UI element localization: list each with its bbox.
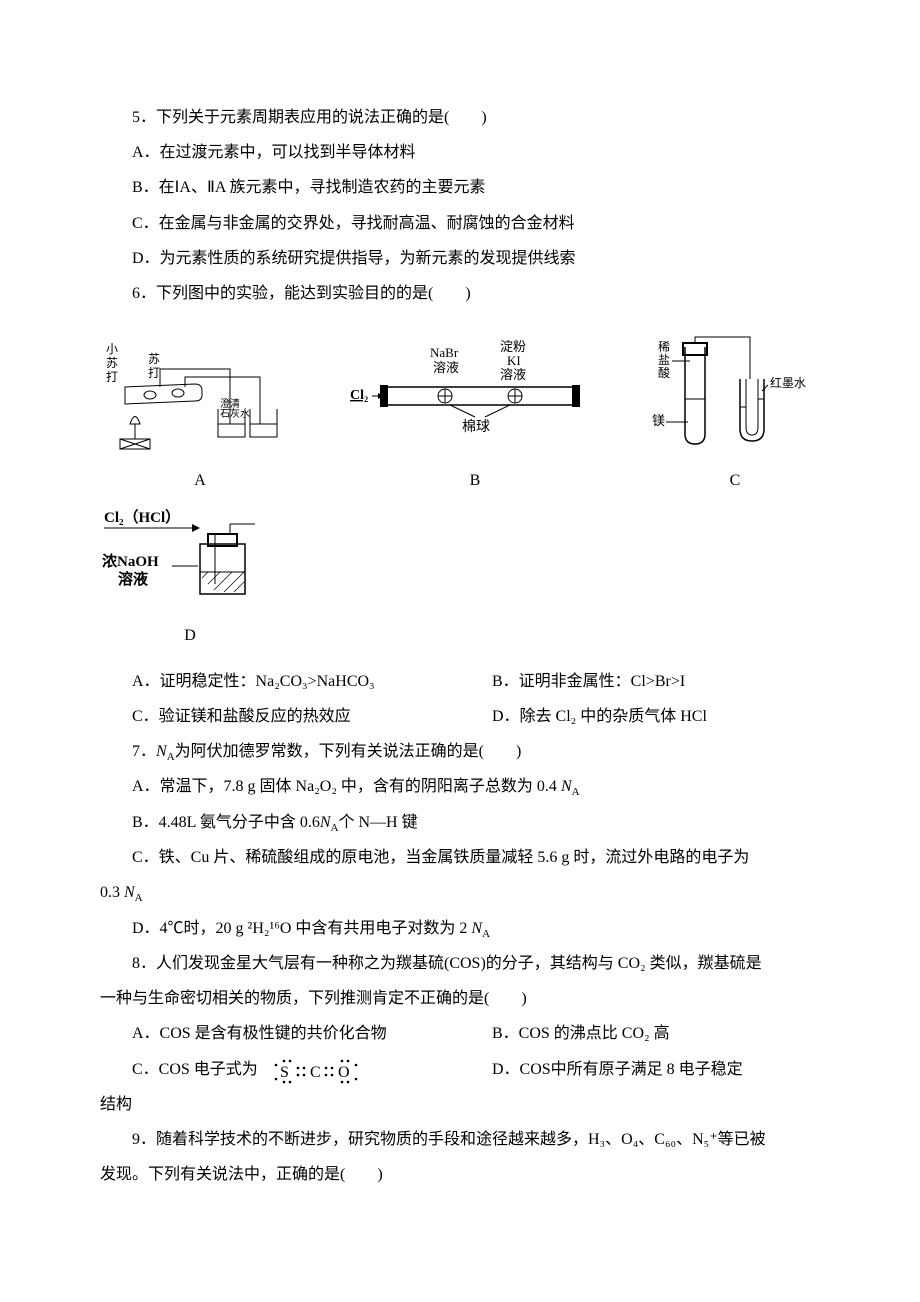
q5-opt-b: B．在ⅠA、ⅡA 族元素中，寻找制造农药的主要元素: [100, 170, 820, 205]
q6-opt-d: D．除去 Cl₂ 中的杂质气体 HCl: [492, 699, 820, 734]
q6-figures-row1: 小 苏 打 苏 打 澄清 石灰水 A: [100, 329, 820, 498]
q6-opt-a: A．证明稳定性：Na₂CO₃>NaHCO₃: [132, 664, 460, 699]
svg-text:镁: 镁: [652, 413, 665, 428]
svg-text:S: S: [280, 1064, 289, 1081]
q7-opt-d: D．4℃时，20 g ²H₂¹⁶O 中含有共用电子对数为 2 NA: [100, 911, 820, 946]
svg-text:苏: 苏: [148, 352, 160, 366]
q6-opts-ab: A．证明稳定性：Na₂CO₃>NaHCO₃ B．证明非金属性：Cl>Br>I: [100, 664, 820, 699]
q6-figures-row2: Cl₂（HCl） 浓NaOH 溶液 D: [100, 504, 820, 653]
svg-text:KI: KI: [507, 353, 521, 368]
lewis-structure-icon: S C O: [262, 1055, 372, 1085]
figB-label: B: [470, 463, 481, 498]
q8-opt-b: B．COS 的沸点比 CO₂ 高: [492, 1016, 820, 1051]
svg-text:石灰水: 石灰水: [220, 407, 250, 420]
svg-text:棉球: 棉球: [462, 418, 490, 435]
q8-stem-l1: 8．人们发现金星大气层有一种称之为羰基硫(COS)的分子，其结构与 CO₂ 类似…: [100, 946, 820, 981]
q6-fig-a: 小 苏 打 苏 打 澄清 石灰水 A: [100, 329, 300, 498]
q6-stem: 6．下列图中的实验，能达到实验目的的是( ): [100, 276, 820, 311]
q9-stem-l1: 9．随着科学技术的不断进步，研究物质的手段和途径越来越多，H₃、O₄、C₆₀、N…: [100, 1122, 820, 1157]
q5-opt-a: A．在过渡元素中，可以找到半导体材料: [100, 135, 820, 170]
q5-opt-d: D．为元素性质的系统研究提供指导，为新元素的发现提供线索: [100, 241, 820, 276]
figA-left-label1: 小: [106, 342, 118, 356]
svg-text:红墨水: 红墨水: [770, 375, 806, 390]
q9-stem-l2: 发现。下列有关说法中，正确的是( ): [100, 1157, 820, 1192]
q8-opt-d: D．COS中所有原子满足 8 电子稳定: [492, 1052, 820, 1087]
svg-text:苏: 苏: [106, 356, 118, 370]
q7-stem: 7．NA为阿伏加德罗常数，下列有关说法正确的是( ): [100, 734, 820, 769]
svg-text:打: 打: [106, 370, 118, 384]
svg-text:酸: 酸: [658, 365, 670, 380]
figA-label: A: [194, 463, 206, 498]
q8-opts-cd: C．COS 电子式为 S C O D．COS中所有原子满足 8 电子稳定: [100, 1052, 820, 1087]
svg-text:稀: 稀: [658, 340, 670, 354]
q7-opt-c-line1: C．铁、Cu 片、稀硫酸组成的原电池，当金属铁质量减轻 5.6 g 时，流过外电…: [100, 840, 820, 875]
q8-opt-a: A．COS 是含有极性键的共价化合物: [132, 1016, 460, 1051]
q8-stem-l2: 一种与生命密切相关的物质，下列推测肯定不正确的是( ): [100, 981, 820, 1016]
q6-opt-c: C．验证镁和盐酸反应的热效应: [132, 699, 460, 734]
q6-fig-b: NaBr 溶液 淀粉 KI 溶液 Cl₂ 棉球 B: [350, 339, 600, 498]
svg-text:Cl₂（HCl）: Cl₂（HCl）: [104, 508, 180, 526]
q6-opt-b: B．证明非金属性：Cl>Br>I: [492, 664, 820, 699]
svg-text:Cl₂: Cl₂: [350, 388, 368, 403]
q6-opts-cd: C．验证镁和盐酸反应的热效应 D．除去 Cl₂ 中的杂质气体 HCl: [100, 699, 820, 734]
q7-opt-b: B．4.48L 氨气分子中含 0.6NA个 N—H 键: [100, 805, 820, 840]
q7-opt-c-line2: 0.3 NA: [100, 875, 820, 910]
svg-text:盐: 盐: [658, 353, 670, 367]
q8-tail: 结构: [100, 1087, 820, 1122]
q6-fig-c: 稀 盐 酸 镁 红墨水 C: [650, 329, 820, 498]
svg-text:NaBr: NaBr: [430, 345, 459, 360]
q8-opts-ab: A．COS 是含有极性键的共价化合物 B．COS 的沸点比 CO₂ 高: [100, 1016, 820, 1051]
svg-text:淀粉: 淀粉: [500, 339, 526, 354]
figD-label: D: [184, 618, 196, 653]
figC-label: C: [730, 463, 741, 498]
svg-text:溶液: 溶液: [118, 570, 149, 588]
svg-text:C: C: [310, 1064, 321, 1081]
q7-opt-a: A．常温下，7.8 g 固体 Na₂O₂ 中，含有的阴阳离子总数为 0.4 NA: [100, 769, 820, 804]
q5-opt-c: C．在金属与非金属的交界处，寻找耐高温、耐腐蚀的合金材料: [100, 206, 820, 241]
svg-text:溶液: 溶液: [500, 367, 526, 382]
q8-opt-c: C．COS 电子式为 S C O: [132, 1052, 460, 1087]
q6-fig-d: Cl₂（HCl） 浓NaOH 溶液: [100, 504, 280, 614]
svg-text:打: 打: [148, 366, 160, 380]
svg-text:O: O: [338, 1064, 350, 1081]
q5-stem: 5．下列关于元素周期表应用的说法正确的是( ): [100, 100, 820, 135]
svg-text:溶液: 溶液: [433, 360, 459, 375]
svg-text:浓NaOH: 浓NaOH: [102, 553, 159, 570]
